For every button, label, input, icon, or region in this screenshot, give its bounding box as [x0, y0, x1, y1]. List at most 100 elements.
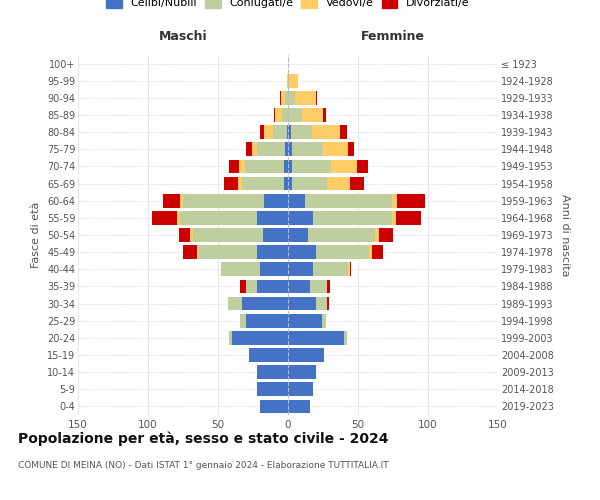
Bar — [246, 314, 288, 328]
Bar — [239, 160, 245, 173]
Bar — [292, 160, 331, 173]
Bar — [199, 246, 257, 259]
Bar — [263, 228, 288, 242]
Bar — [327, 296, 329, 310]
Bar — [392, 194, 397, 207]
Bar — [340, 126, 347, 139]
Bar — [274, 108, 275, 122]
Bar — [288, 160, 292, 173]
Bar — [288, 314, 322, 328]
Bar — [257, 366, 288, 379]
Bar — [372, 246, 383, 259]
Bar — [295, 91, 316, 104]
Bar — [310, 280, 327, 293]
Bar — [163, 194, 180, 207]
Bar — [285, 142, 288, 156]
Text: Popolazione per età, sesso e stato civile - 2024: Popolazione per età, sesso e stato civil… — [18, 431, 389, 446]
Bar — [288, 228, 308, 242]
Bar — [348, 142, 354, 156]
Bar — [246, 142, 251, 156]
Bar — [313, 211, 392, 224]
Bar — [305, 194, 392, 207]
Bar — [257, 246, 288, 259]
Bar — [283, 108, 288, 122]
Bar — [241, 314, 246, 328]
Bar — [288, 262, 313, 276]
Bar — [264, 126, 272, 139]
Bar — [284, 176, 288, 190]
Bar — [272, 126, 287, 139]
Bar — [291, 126, 312, 139]
Bar — [327, 176, 350, 190]
Text: Femmine: Femmine — [361, 30, 425, 43]
Bar — [249, 348, 288, 362]
Bar — [331, 160, 356, 173]
Text: Maschi: Maschi — [158, 30, 208, 43]
Bar — [288, 91, 295, 104]
Bar — [257, 211, 288, 224]
Bar — [313, 262, 348, 276]
Bar — [242, 296, 288, 310]
Bar — [379, 228, 393, 242]
Bar — [288, 176, 292, 190]
Bar — [251, 142, 257, 156]
Y-axis label: Anni di nascita: Anni di nascita — [560, 194, 571, 276]
Bar — [288, 382, 313, 396]
Bar — [275, 108, 283, 122]
Bar — [292, 142, 323, 156]
Bar — [288, 142, 292, 156]
Bar — [221, 262, 260, 276]
Bar — [228, 296, 242, 310]
Bar — [179, 228, 190, 242]
Bar — [260, 126, 264, 139]
Bar — [152, 211, 178, 224]
Bar — [257, 142, 285, 156]
Bar — [229, 160, 239, 173]
Bar — [288, 366, 316, 379]
Bar — [316, 246, 369, 259]
Bar — [287, 74, 288, 88]
Bar — [288, 211, 313, 224]
Legend: Celibi/Nubili, Coniugati/e, Vedovi/e, Divorziati/e: Celibi/Nubili, Coniugati/e, Vedovi/e, Di… — [106, 0, 470, 8]
Bar — [284, 160, 288, 173]
Bar — [246, 280, 257, 293]
Bar — [242, 176, 284, 190]
Bar — [224, 176, 238, 190]
Bar — [241, 280, 246, 293]
Y-axis label: Fasce di età: Fasce di età — [31, 202, 41, 268]
Bar — [260, 262, 288, 276]
Bar — [348, 262, 350, 276]
Bar — [260, 400, 288, 413]
Bar — [257, 382, 288, 396]
Bar — [183, 194, 264, 207]
Bar — [316, 91, 317, 104]
Bar — [178, 211, 180, 224]
Bar — [327, 280, 330, 293]
Bar — [288, 348, 325, 362]
Text: COMUNE DI MEINA (NO) - Dati ISTAT 1° gennaio 2024 - Elaborazione TUTTITALIA.IT: COMUNE DI MEINA (NO) - Dati ISTAT 1° gen… — [18, 460, 389, 469]
Bar — [238, 176, 242, 190]
Bar — [288, 108, 302, 122]
Bar — [285, 91, 288, 104]
Bar — [288, 331, 344, 344]
Bar — [288, 74, 289, 88]
Bar — [288, 194, 305, 207]
Bar — [257, 280, 288, 293]
Bar — [369, 246, 372, 259]
Bar — [280, 91, 281, 104]
Bar — [180, 194, 183, 207]
Bar — [312, 126, 340, 139]
Bar — [302, 108, 323, 122]
Bar — [350, 262, 351, 276]
Bar — [344, 331, 347, 344]
Bar — [180, 211, 257, 224]
Bar — [183, 246, 197, 259]
Bar — [392, 211, 396, 224]
Bar — [396, 211, 421, 224]
Bar — [288, 400, 310, 413]
Bar — [287, 126, 288, 139]
Bar — [229, 331, 232, 344]
Bar — [245, 160, 284, 173]
Bar — [350, 176, 364, 190]
Bar — [375, 228, 379, 242]
